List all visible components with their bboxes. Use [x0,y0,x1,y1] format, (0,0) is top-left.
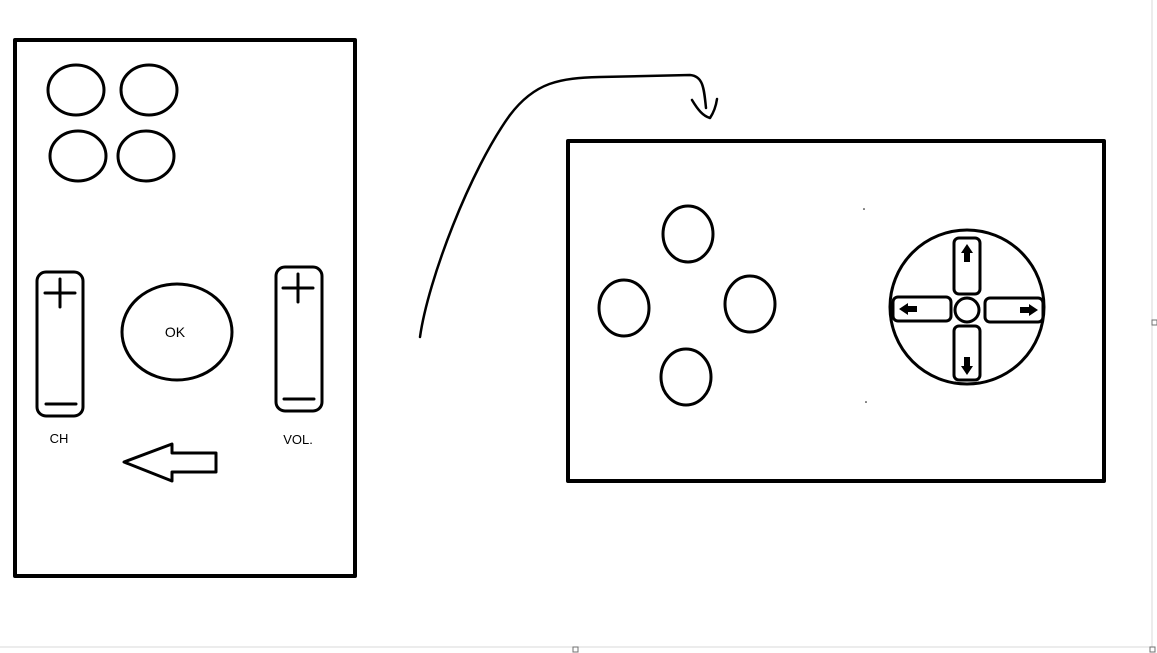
curved-arrow-shaft [418,73,708,339]
dpad-up-button[interactable] [952,236,982,296]
dpad-left-button[interactable] [891,295,953,323]
volume-rocker-body [274,265,324,413]
remote-button-top-left[interactable] [46,63,106,117]
speck-bottom [865,401,867,403]
remote-button-bottom-right[interactable] [116,129,176,183]
speck-top [863,208,865,210]
channel-rocker-body [35,270,85,418]
dpad-up-arrow-icon [961,244,973,262]
channel-rocker[interactable] [35,270,85,418]
curved-arrow-icon [418,73,719,339]
dpad-icon[interactable] [888,228,1046,386]
channel-label: CH [50,431,69,446]
face-button-left[interactable] [597,278,651,338]
dpad-right-arrow-icon [1020,304,1038,316]
face-button-right[interactable] [723,274,777,334]
dpad-left-arrow-icon [899,303,917,315]
volume-rocker[interactable] [274,265,324,413]
dpad-down-arrow-icon [961,357,973,375]
left-arrow-icon[interactable] [122,442,218,483]
face-button-top[interactable] [661,204,715,264]
remote-control: OK CH VOL. [13,38,357,578]
game-controller [566,139,1106,483]
dpad-center-button[interactable] [953,296,981,324]
ok-button[interactable] [120,282,234,382]
remote-button-top-right[interactable] [119,63,179,117]
resize-handle-bottom[interactable] [572,646,579,653]
controller-body [566,139,1106,483]
resize-handle-right[interactable] [1151,319,1157,326]
remote-body [13,38,357,578]
ok-label: OK [165,324,186,340]
dpad-down-button[interactable] [952,324,982,382]
curved-arrow-head [690,97,719,120]
resize-handle-corner[interactable] [1149,646,1156,653]
volume-label: VOL. [283,432,313,447]
face-button-bottom[interactable] [659,347,713,407]
dpad-right-button[interactable] [983,296,1045,324]
remote-button-bottom-left[interactable] [48,129,108,183]
